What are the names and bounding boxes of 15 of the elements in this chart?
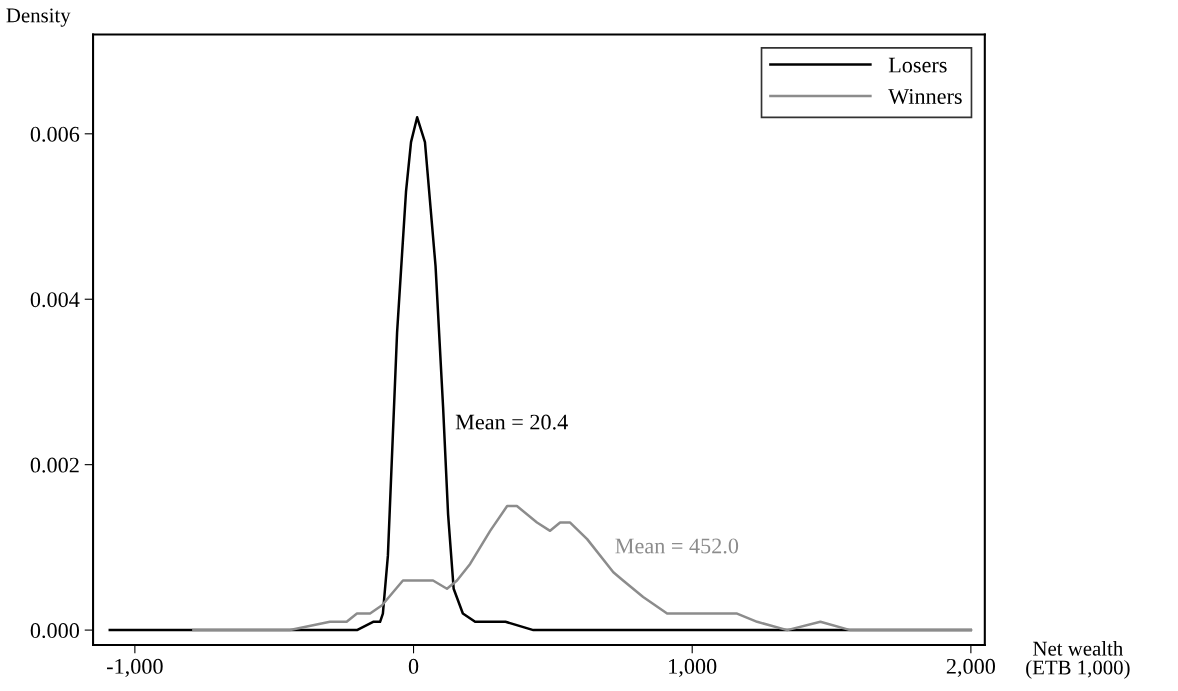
- line-series: [192, 504, 973, 632]
- annotation: Mean = 452.0: [615, 538, 739, 554]
- legend-label: Winners: [888, 89, 962, 105]
- x-tick-label: -1,000: [106, 658, 163, 678]
- annotation: Mean = 20.4: [455, 414, 568, 430]
- legend-label: Losers: [888, 57, 947, 73]
- x-tick-label: 1,000: [669, 658, 717, 678]
- x-tick-label: 0: [408, 658, 419, 674]
- x-axis-title: Net wealth (ETB 1,000): [1026, 641, 1130, 679]
- y-axis-title: Density: [6, 8, 71, 27]
- y-tick-label: 0.002: [30, 457, 79, 473]
- y-tick-label: 0.006: [30, 126, 80, 142]
- x-tick-label: 2,000: [946, 658, 996, 678]
- y-tick-label: 0.004: [30, 292, 80, 308]
- y-tick-label: 0.000: [30, 623, 80, 639]
